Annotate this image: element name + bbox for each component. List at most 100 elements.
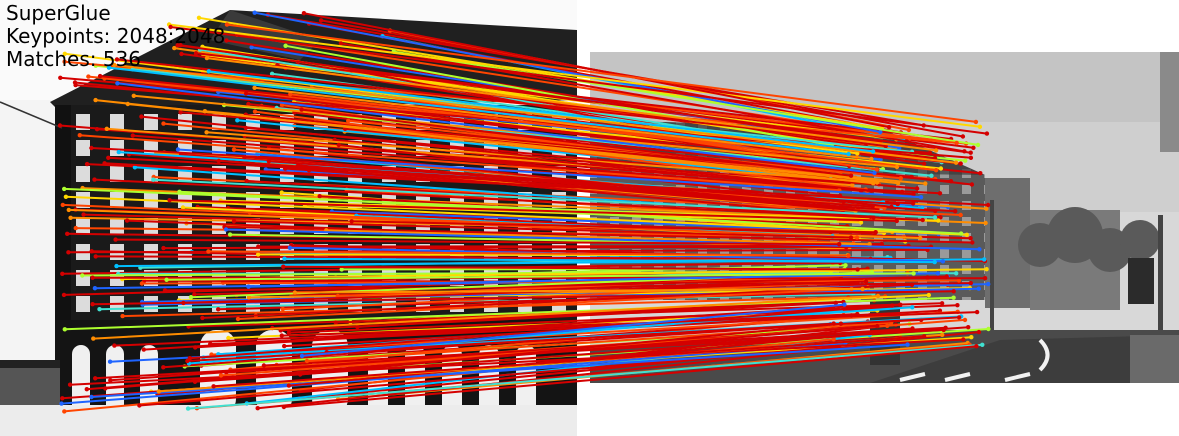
match-line [237, 119, 831, 181]
keypoint [909, 282, 915, 287]
matches-label: Matches: 536 [6, 47, 141, 71]
keypoint [837, 242, 842, 247]
match-line [226, 39, 855, 142]
keypoint [112, 343, 117, 348]
keypoint [918, 195, 924, 200]
match-line [94, 178, 923, 221]
keypoint [242, 154, 247, 160]
match-line [141, 115, 872, 192]
keypoint [62, 59, 67, 64]
keypoint [869, 188, 874, 193]
match-line [233, 220, 852, 239]
keypoint [910, 201, 916, 206]
keypoint [60, 202, 65, 208]
keypoint [984, 267, 989, 272]
keypoint [933, 208, 938, 214]
keypoint [843, 263, 848, 268]
match-line [92, 276, 986, 280]
keypoint [281, 404, 287, 410]
keypoint [89, 145, 94, 151]
keypoint [106, 155, 111, 160]
keypoint [977, 247, 982, 252]
match-line [224, 225, 973, 244]
keypoint [73, 225, 79, 231]
keypoint [956, 278, 962, 283]
keypoint [92, 177, 97, 182]
keypoint [933, 168, 939, 173]
keypoint [346, 118, 351, 124]
keypoint [97, 73, 103, 79]
keypoint [978, 171, 983, 176]
keypoint [107, 359, 113, 364]
keypoint [286, 330, 292, 335]
keypoint [283, 43, 288, 48]
keypoint [968, 155, 974, 160]
keypoint [93, 254, 98, 259]
keypoint [106, 65, 112, 70]
keypoint [93, 97, 98, 103]
keypoint [279, 102, 285, 108]
match-line [213, 335, 925, 388]
keypoint [139, 114, 144, 119]
match-line [65, 195, 967, 236]
match-line [70, 338, 964, 386]
keypoint [894, 164, 900, 170]
match-line [115, 238, 840, 246]
keypoint [84, 387, 90, 392]
keypoint [281, 264, 286, 269]
keypoint [179, 51, 184, 57]
keypoint [90, 302, 95, 307]
keypoint [132, 165, 138, 170]
keypoint [192, 292, 197, 297]
keypoint [114, 263, 119, 269]
keypoint [855, 267, 860, 272]
keypoint [137, 403, 142, 408]
keypoint [63, 194, 69, 199]
keypoint [181, 300, 186, 306]
keypoint [244, 178, 249, 184]
match-line [168, 23, 981, 128]
keypoint [81, 212, 86, 217]
match-line [301, 108, 852, 177]
keypoint [113, 237, 118, 242]
keypoint [968, 236, 973, 241]
keypoint [923, 181, 928, 186]
keypoint [62, 51, 67, 56]
match-line [208, 250, 849, 257]
keypoint [168, 24, 173, 30]
keypoint [62, 327, 67, 332]
keypoint [848, 173, 854, 178]
match-lines [57, 10, 991, 414]
keypoint [875, 323, 880, 329]
keypoint [921, 334, 927, 339]
match-line [189, 304, 893, 360]
keypoint [863, 279, 869, 284]
keypoint [951, 295, 956, 300]
keypoint [141, 347, 146, 352]
keypoint [115, 81, 120, 86]
keypoint [317, 194, 322, 199]
keypoint [193, 51, 199, 56]
match-line [116, 258, 985, 268]
keypoint [187, 356, 192, 361]
keypoint [958, 231, 964, 236]
match-line [280, 301, 836, 332]
keypoint [151, 177, 156, 182]
match-line [283, 265, 858, 271]
keypoint [252, 10, 257, 15]
keypoint [206, 69, 211, 74]
keypoint [161, 121, 166, 126]
keypoint [918, 235, 923, 241]
keypoint [955, 303, 960, 308]
match-line [348, 119, 901, 180]
keypoint [246, 284, 251, 289]
match-line [114, 63, 957, 164]
keypoint [911, 271, 916, 276]
keypoint [867, 242, 872, 247]
keypoint [841, 199, 846, 204]
match-line [143, 306, 834, 351]
keypoint [940, 332, 945, 337]
match-line [170, 26, 988, 135]
keypoint [850, 183, 855, 188]
match-line [218, 159, 873, 208]
